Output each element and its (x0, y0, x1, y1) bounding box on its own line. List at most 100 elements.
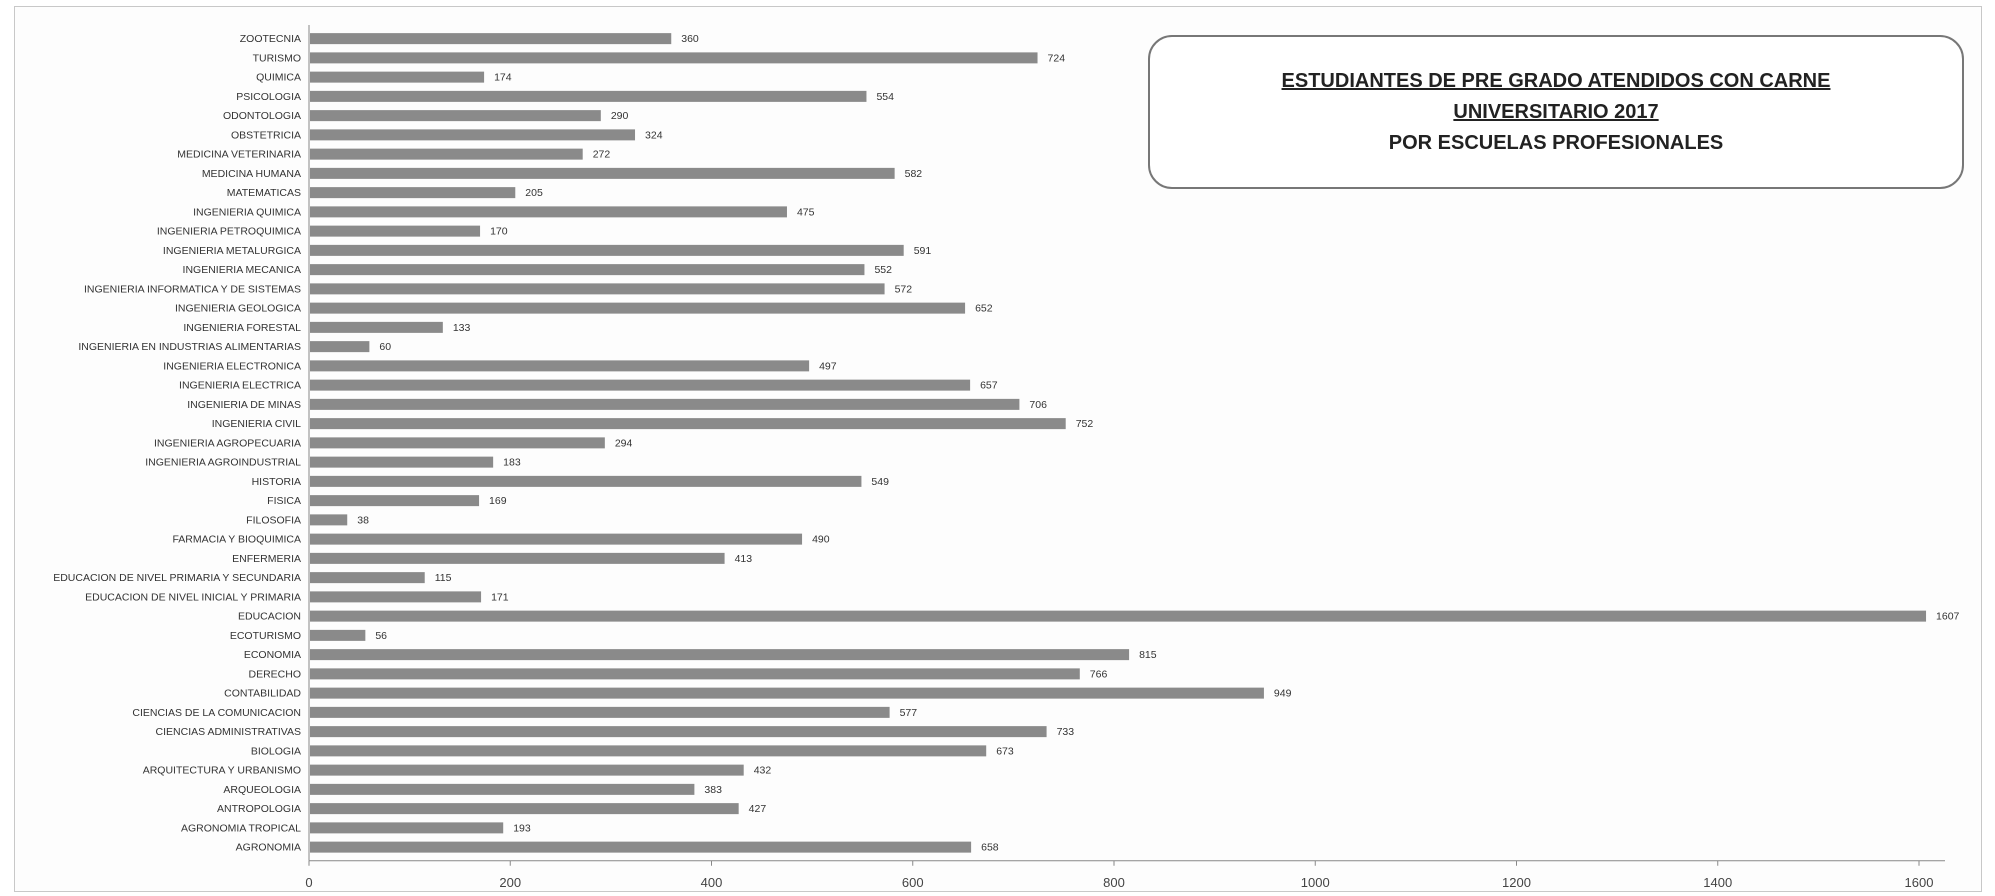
bar (310, 283, 885, 295)
bar (310, 90, 867, 102)
bar (310, 302, 966, 314)
bar (310, 33, 672, 45)
data-label: 766 (1090, 668, 1108, 680)
bar-chart: ZOOTECNIA 360 TURISMO 724 QUIMICA 174 PSICOLOG… (53, 25, 1960, 890)
x-tick-label: 200 (499, 875, 521, 890)
category-label: HISTORIA (252, 476, 301, 488)
bar (310, 379, 971, 391)
bar (310, 398, 1020, 410)
category-label: INGENIERIA METALURGICA (163, 245, 301, 257)
data-label: 475 (797, 206, 815, 218)
category-label: INGENIERIA AGROPECUARIA (154, 437, 301, 449)
category-label: MEDICINA VETERINARIA (177, 149, 301, 161)
data-label: 115 (435, 572, 452, 584)
bar (310, 552, 725, 564)
data-label: 497 (819, 360, 837, 372)
data-label: 432 (754, 765, 772, 777)
category-label: INGENIERIA GEOLOGICA (175, 303, 301, 315)
bar (310, 437, 605, 449)
bar (310, 745, 987, 757)
category-label: INGENIERIA EN INDUSTRIAS ALIMENTARIAS (78, 341, 301, 353)
bar (310, 148, 583, 160)
data-label: 205 (525, 187, 543, 199)
bar (310, 475, 862, 487)
category-label: INGENIERIA ELECTRONICA (163, 360, 301, 372)
category-label: ECONOMIA (244, 649, 301, 661)
chart-title-line-1: ESTUDIANTES DE PRE GRADO ATENDIDOS CON C… (1281, 69, 1831, 92)
data-label: 577 (900, 707, 918, 719)
category-label: ANTROPOLOGIA (217, 803, 301, 815)
chart-title-line-3: POR ESCUELAS PROFESIONALES (1388, 131, 1724, 154)
bar (310, 514, 348, 526)
category-label: INGENIERIA AGROINDUSTRIAL (145, 457, 301, 469)
category-label: CONTABILIDAD (224, 688, 301, 700)
data-label: 657 (980, 380, 998, 392)
bar (310, 764, 744, 776)
bar (310, 341, 370, 353)
data-label: 815 (1139, 649, 1157, 661)
category-label: BIOLOGIA (251, 745, 301, 757)
category-label: MEDICINA HUMANA (202, 168, 301, 180)
category-label: TURISMO (253, 52, 301, 64)
category-label: FARMACIA Y BIOQUIMICA (172, 534, 301, 546)
data-label: 673 (996, 745, 1014, 757)
bar (310, 668, 1080, 680)
bar (310, 167, 895, 179)
category-label: INGENIERIA DE MINAS (187, 399, 301, 411)
chart-frame: ZOOTECNIA 360 TURISMO 724 QUIMICA 174 PSICOLOG… (14, 6, 1982, 892)
data-label: 427 (749, 803, 767, 815)
x-tick-label: 800 (1103, 875, 1125, 890)
data-label: 706 (1029, 399, 1047, 411)
bar (310, 225, 481, 237)
category-label: INGENIERIA INFORMATICA Y DE SISTEMAS (84, 283, 301, 295)
data-label: 272 (593, 149, 611, 161)
category-label: CIENCIAS DE LA COMUNICACION (132, 707, 301, 719)
data-label: 413 (735, 553, 753, 565)
bar (310, 629, 366, 641)
category-label: OBSTETRICIA (231, 129, 301, 141)
category-label: INGENIERIA QUIMICA (193, 206, 301, 218)
x-tick-label: 1400 (1703, 875, 1732, 890)
data-label: 169 (489, 495, 507, 507)
data-label: 183 (503, 457, 521, 469)
data-label: 724 (1048, 52, 1066, 64)
x-tick-label: 1000 (1301, 875, 1330, 890)
bar (310, 187, 516, 199)
x-tick-label: 1200 (1502, 875, 1531, 890)
bar (310, 110, 601, 122)
data-label: 290 (611, 110, 629, 122)
data-label: 549 (871, 476, 889, 488)
bar (310, 206, 787, 218)
bar (310, 52, 1038, 64)
category-label: AGRONOMIA (236, 842, 301, 854)
data-label: 554 (876, 91, 894, 103)
bar (310, 649, 1130, 661)
bar (310, 822, 504, 834)
category-label: ARQUITECTURA Y URBANISMO (143, 765, 301, 777)
bar (310, 418, 1066, 430)
bar (310, 591, 482, 603)
data-label: 171 (491, 591, 509, 603)
data-label: 658 (981, 842, 999, 854)
data-label: 733 (1057, 726, 1075, 738)
bar (310, 71, 485, 83)
chart-title-box: ESTUDIANTES DE PRE GRADO ATENDIDOS CON C… (1148, 35, 1964, 189)
category-label: INGENIERIA PETROQUIMICA (157, 226, 301, 238)
category-label: MATEMATICAS (227, 187, 301, 199)
data-label: 193 (513, 822, 531, 834)
x-tick-label: 0 (305, 875, 312, 890)
category-label: EDUCACION DE NIVEL PRIMARIA Y SECUNDARIA (53, 572, 301, 584)
data-label: 572 (895, 283, 913, 295)
data-label: 360 (681, 33, 699, 45)
bar (310, 783, 695, 795)
data-label: 174 (494, 72, 512, 84)
data-label: 60 (379, 341, 391, 353)
x-tick-label: 400 (701, 875, 723, 890)
data-label: 490 (812, 534, 830, 546)
category-label: INGENIERIA CIVIL (212, 418, 301, 430)
category-label: ODONTOLOGIA (223, 110, 301, 122)
data-label: 752 (1076, 418, 1094, 430)
bar (310, 841, 972, 853)
bar (310, 264, 865, 276)
bar (310, 610, 1927, 622)
